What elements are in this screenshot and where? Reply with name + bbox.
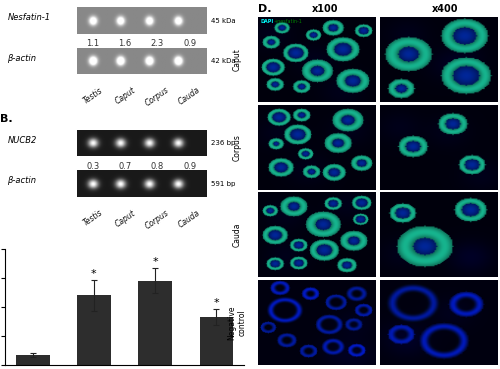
Text: 0.3: 0.3 [86, 162, 100, 171]
Text: 1.6: 1.6 [118, 39, 132, 48]
Bar [16, 355, 50, 365]
Text: *: * [214, 298, 219, 308]
Text: D.: D. [258, 4, 272, 14]
Text: +nesfatin-1: +nesfatin-1 [274, 19, 302, 24]
Text: *: * [152, 257, 158, 267]
Text: Caput: Caput [232, 48, 241, 70]
Text: Corpus: Corpus [144, 208, 171, 231]
Text: Corpus: Corpus [144, 86, 171, 108]
Text: Caput: Caput [113, 208, 137, 228]
Bar [200, 317, 233, 365]
Text: x100: x100 [312, 4, 338, 14]
Text: 42 kDa: 42 kDa [210, 58, 235, 64]
Text: Negative
control: Negative control [228, 306, 247, 340]
Text: 45 kDa: 45 kDa [210, 18, 235, 24]
Text: DAPI: DAPI [261, 19, 274, 24]
Text: 591 bp: 591 bp [210, 181, 235, 187]
Text: 0.8: 0.8 [151, 162, 164, 171]
Text: *: * [91, 269, 96, 279]
Text: Cauda: Cauda [177, 86, 203, 107]
Text: Nesfatin-1: Nesfatin-1 [8, 13, 50, 22]
Text: NUCB2: NUCB2 [8, 136, 37, 145]
Text: β-actin: β-actin [8, 54, 36, 63]
Text: x400: x400 [432, 4, 458, 14]
Text: B.: B. [0, 114, 13, 124]
Text: Cauda: Cauda [232, 223, 241, 247]
Text: 0.9: 0.9 [183, 39, 196, 48]
Text: Testis: Testis [82, 208, 104, 228]
Text: 236 bp: 236 bp [210, 140, 235, 146]
Text: Corpus: Corpus [232, 134, 241, 161]
Bar [77, 296, 111, 365]
Text: 1.1: 1.1 [86, 39, 100, 48]
Text: Testis: Testis [82, 86, 104, 105]
Text: 0.7: 0.7 [118, 162, 132, 171]
Text: 0.9: 0.9 [183, 162, 196, 171]
Text: β-actin: β-actin [8, 176, 36, 185]
Text: 2.3: 2.3 [151, 39, 164, 48]
Text: A.: A. [0, 0, 14, 2]
Text: Caput: Caput [113, 86, 137, 106]
Bar [138, 281, 172, 365]
Text: Cauda: Cauda [177, 208, 203, 230]
